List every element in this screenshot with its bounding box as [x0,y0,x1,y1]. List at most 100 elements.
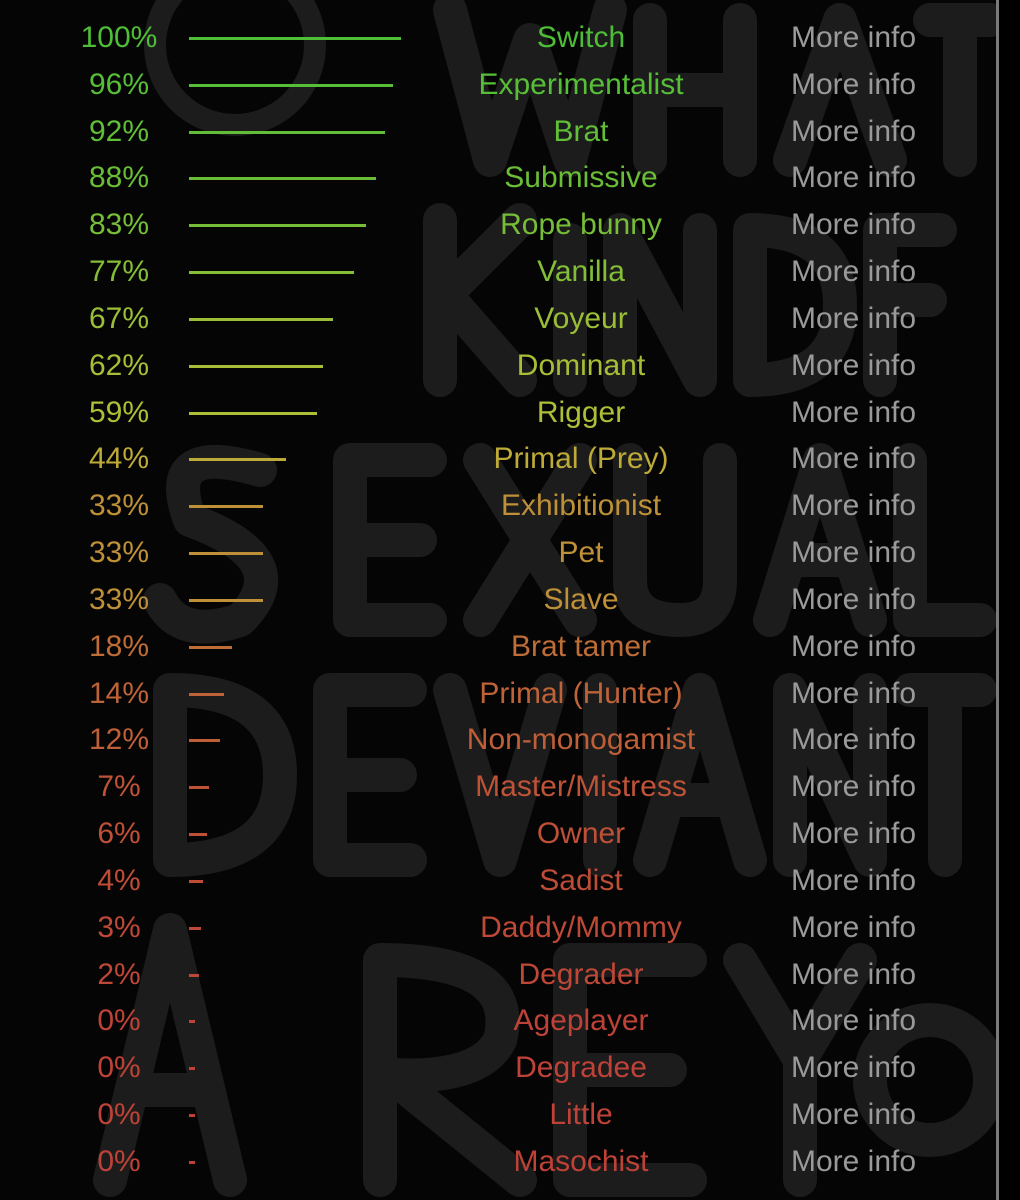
more-info-link[interactable]: More info [791,21,917,54]
more-info-link[interactable]: More info [791,67,917,101]
percent-bar [189,317,334,321]
percent-label: 83% [88,208,150,242]
percent-bar [189,37,401,40]
percent-bar [189,364,323,368]
role-name: Primal (Prey) [493,442,669,476]
more-info-link[interactable]: More info [791,676,917,710]
role-name: Pet [558,536,604,570]
role-name: Little [549,1098,613,1132]
result-row: 67% Voyeur More info [0,296,996,342]
more-info-link[interactable]: More info [791,208,917,242]
percent-bar [189,926,202,930]
result-row: 33% Exhibitionist More info [0,483,996,529]
percent-label: 88% [88,161,150,195]
percent-label: 33% [88,489,150,523]
percent-label: 0% [97,1098,141,1132]
percent-label: 7% [97,770,141,804]
percent-bar [189,411,317,415]
role-name: Vanilla [537,255,625,289]
more-info-link[interactable]: More info [791,489,917,523]
result-row: 4% Sadist More info [0,858,996,904]
percent-bar [189,833,208,837]
result-row: 100% Switch More info [0,15,996,61]
result-row: 44% Primal (Prey) More info [0,436,996,482]
role-name: Owner [536,817,626,851]
percent-label: 0% [97,1144,141,1178]
role-name: Ageplayer [513,1004,649,1038]
role-name: Experimentalist [478,67,684,101]
more-info-link[interactable]: More info [791,957,917,991]
role-name: Brat tamer [510,629,652,663]
more-info-link[interactable]: More info [791,1098,917,1132]
more-info-link[interactable]: More info [791,723,917,757]
percent-label: 33% [88,536,150,570]
percent-bar [189,177,377,181]
percent-label: 2% [97,957,141,991]
percent-bar [189,786,210,790]
percent-bar [189,879,204,883]
role-name: Masochist [513,1144,649,1178]
more-info-link[interactable]: More info [791,395,917,429]
percent-bar [189,552,263,556]
percent-bar [189,1114,195,1118]
result-row: 18% Brat tamer More info [0,624,996,670]
role-name: Slave [543,582,619,616]
percent-bar [189,505,263,509]
percent-bar [189,1020,195,1024]
role-name: Dominant [516,348,646,382]
percent-label: 0% [97,1051,141,1085]
results-panel: 100% Switch More info 96% Experimentalist Mor… [0,0,996,1197]
more-info-link[interactable]: More info [791,255,917,289]
more-info-link[interactable]: More info [791,114,917,148]
more-info-link[interactable]: More info [791,301,917,335]
percent-bar [189,645,233,649]
result-row: 33% Slave More info [0,577,996,623]
role-name: Master/Mistress [475,770,687,804]
percent-label: 67% [88,301,150,335]
result-row: 92% Brat More info [0,109,996,155]
more-info-link[interactable]: More info [791,536,917,570]
role-name: Rigger [536,395,626,429]
percent-label: 6% [97,817,141,851]
percent-bar [189,598,263,602]
percent-label: 12% [88,723,150,757]
percent-label: 3% [97,910,141,944]
result-row: 7% Master/Mistress More info [0,764,996,810]
more-info-link[interactable]: More info [791,1051,917,1085]
percent-label: 18% [88,629,150,663]
more-info-link[interactable]: More info [791,863,917,897]
more-info-link[interactable]: More info [791,348,917,382]
result-row: 0% Masochist More info [0,1139,996,1185]
more-info-link[interactable]: More info [791,582,917,616]
percent-bar [189,458,286,462]
role-name: Degrader [518,957,644,991]
result-row: 59% Rigger More info [0,390,996,436]
more-info-link[interactable]: More info [791,770,917,804]
percent-label: 33% [88,582,150,616]
role-name: Daddy/Mommy [480,910,682,944]
role-name: Non-monogamist [466,723,696,757]
percent-bar [189,1160,195,1164]
more-info-link[interactable]: More info [791,910,917,944]
result-row: 88% Submissive More info [0,155,996,201]
more-info-link[interactable]: More info [791,1004,917,1038]
role-name: Voyeur [534,301,628,335]
more-info-link[interactable]: More info [791,1144,917,1178]
result-row: 0% Ageplayer More info [0,998,996,1044]
percent-label: 4% [97,863,141,897]
role-name: Submissive [504,161,658,195]
percent-label: 59% [88,395,150,429]
more-info-link[interactable]: More info [791,161,917,195]
percent-label: 100% [80,21,158,54]
percent-bar [189,271,354,275]
percent-bar [189,1067,195,1071]
result-row: 33% Pet More info [0,530,996,576]
percent-bar [189,973,200,977]
more-info-link[interactable]: More info [791,817,917,851]
role-name: Rope bunny [500,208,662,242]
role-name: Degradee [515,1051,647,1085]
more-info-link[interactable]: More info [791,629,917,663]
percent-bar [189,692,224,696]
percent-bar [189,739,220,743]
more-info-link[interactable]: More info [791,442,917,476]
